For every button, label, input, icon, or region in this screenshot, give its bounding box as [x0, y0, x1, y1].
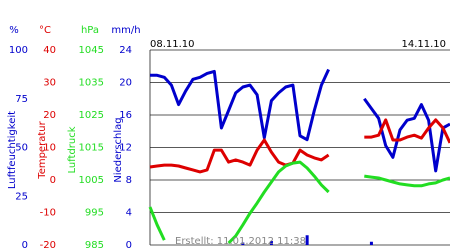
y-tick-label: 0 — [126, 240, 132, 250]
y-tick-label: 24 — [119, 45, 132, 56]
created-note: Erstellt: 11.01.2012 11:38 — [175, 236, 306, 247]
y-tick-label: 0 — [50, 175, 56, 186]
axis-unit: °C — [39, 25, 51, 36]
axis-title: Niederschlag — [113, 117, 124, 182]
end-date: 14.11.10 — [401, 39, 446, 50]
y-tick-label: 995 — [85, 208, 104, 219]
y-tick-label: 985 — [85, 240, 104, 250]
y-tick-label: 4 — [126, 208, 132, 219]
y-tick-label: 25 — [15, 191, 28, 202]
series-line — [148, 160, 450, 245]
series-line — [150, 68, 450, 173]
axis-title: Temperatur — [37, 120, 48, 179]
axis-unit: % — [9, 25, 19, 36]
y-tick-label: 1035 — [79, 78, 104, 89]
bar — [241, 242, 245, 245]
y-tick-label: 12 — [119, 143, 132, 154]
axis-unit: hPa — [81, 25, 99, 36]
y-tick-label: -10 — [40, 208, 56, 219]
y-tick-label: 0 — [22, 240, 28, 250]
y-tick-label: 1015 — [79, 143, 104, 154]
y-tick-label: 20 — [43, 110, 56, 121]
y-tick-label: 30 — [43, 78, 56, 89]
axis-unit: mm/h — [111, 25, 140, 36]
y-tick-label: 1005 — [79, 175, 104, 186]
y-tick-label: 1025 — [79, 110, 104, 121]
y-tick-label: -20 — [40, 240, 56, 250]
y-tick-label: 50 — [15, 143, 28, 154]
y-tick-label: 16 — [119, 110, 132, 121]
bar — [269, 240, 273, 245]
bar — [369, 241, 373, 245]
y-tick-label: 1045 — [79, 45, 104, 56]
y-tick-label: 100 — [9, 45, 28, 56]
y-tick-label: 40 — [43, 45, 56, 56]
bar — [305, 235, 309, 245]
y-tick-label: 10 — [43, 143, 56, 154]
axis-title: Luftdruck — [67, 126, 78, 173]
start-date: 08.11.10 — [150, 39, 195, 50]
y-tick-label: 8 — [126, 175, 132, 186]
y-tick-label: 75 — [15, 94, 28, 105]
y-tick-label: 20 — [119, 78, 132, 89]
series-line — [149, 118, 450, 174]
axis-title: Luftfeuchtigkeit — [7, 111, 18, 189]
